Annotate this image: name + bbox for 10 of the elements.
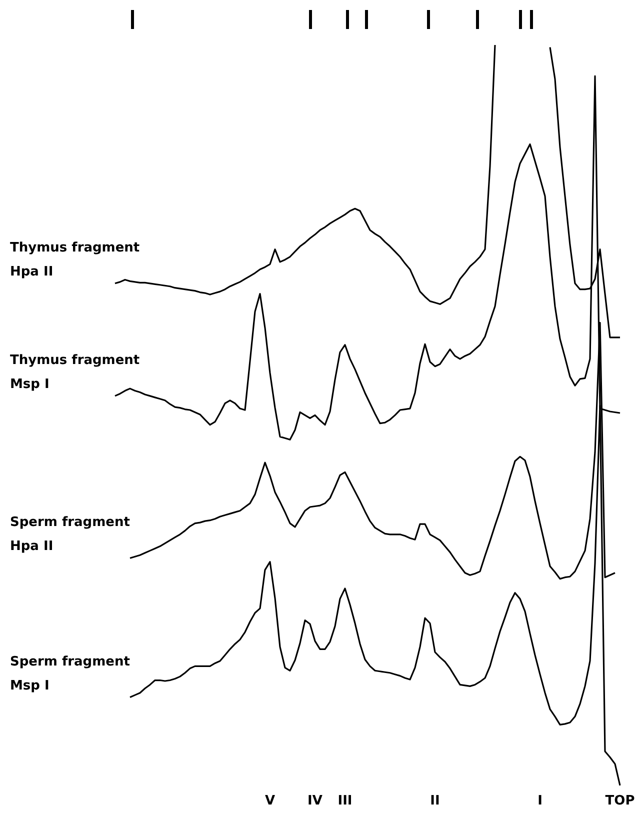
x-tick-label: TOP: [605, 794, 635, 809]
x-tick-label: I: [538, 794, 542, 809]
x-tick-label: IV: [308, 794, 322, 809]
x-tick-label: III: [338, 794, 352, 809]
series-label: Thymus fragment Hpa II: [10, 240, 140, 280]
x-tick-label: II: [430, 794, 440, 809]
series-label: Thymus fragment Msp I: [10, 352, 140, 392]
series-label: Sperm fragment Hpa II: [10, 515, 130, 554]
series-label: Sperm fragment Msp I: [10, 654, 130, 694]
x-tick-label: V: [264, 794, 276, 809]
